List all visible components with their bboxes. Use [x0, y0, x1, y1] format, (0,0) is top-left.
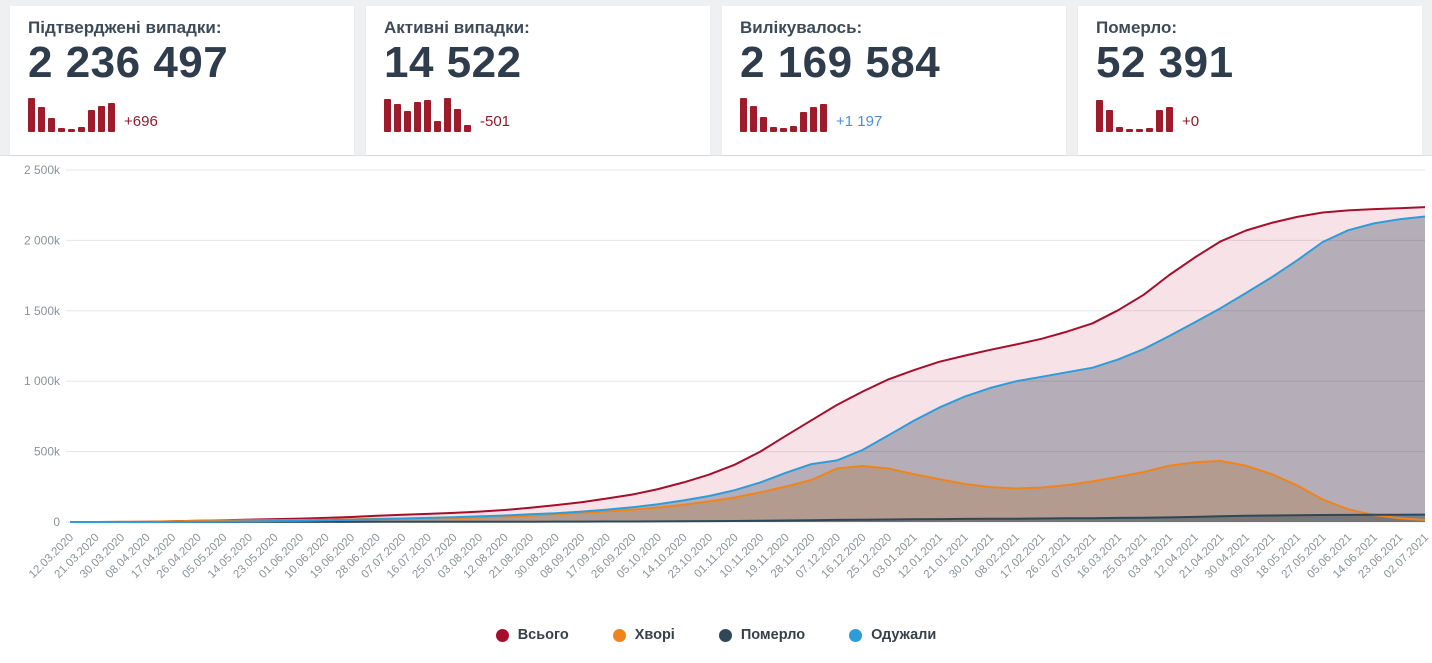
deaths-delta: +0	[1182, 113, 1200, 131]
deaths-label: Померло:	[1096, 18, 1177, 37]
deaths-sparkline-row: +0	[1096, 94, 1404, 133]
confirmed-sparkline-row: +696	[28, 94, 336, 133]
recovered-delta: +1 197	[836, 113, 883, 131]
active-delta: -501	[480, 113, 511, 131]
chart-legend: Всього Хворі Померло Одужали	[0, 608, 1432, 652]
recovered-value: 2 169 584	[740, 38, 941, 87]
recovered-sparkline-row: +1 197	[740, 94, 1048, 133]
active-legend-label: Хворі	[634, 627, 675, 643]
recovered-mini-bar-chart	[740, 96, 827, 133]
total-legend-label: Всього	[517, 627, 569, 643]
cases-time-series-chart[interactable]: 0 500k 1 000k 1 500k 2 000k 2 500k 12.03.2020 2…	[0, 156, 1432, 608]
svg-text:500k: 500k	[34, 445, 61, 459]
confirmed-mini-bar-chart	[28, 96, 115, 133]
stats-row: Підтверджені випадки: 2 236 497 +696 Акт…	[0, 0, 1432, 156]
svg-text:2 500k: 2 500k	[24, 163, 61, 177]
deaths-legend-label: Померло	[740, 627, 806, 643]
legend-item-recovered[interactable]: Одужали	[849, 627, 936, 643]
legend-item-deaths[interactable]: Померло	[718, 627, 806, 643]
active-sparkline-row: -501	[384, 94, 692, 133]
recovered-legend-dot	[849, 628, 863, 642]
legend-item-active[interactable]: Хворі	[612, 627, 675, 643]
deaths-value: 52 391	[1096, 38, 1234, 87]
stat-card-recovered: Вилікувалось: 2 169 584 +1 197	[722, 6, 1066, 155]
stat-card-confirmed: Підтверджені випадки: 2 236 497 +696	[10, 6, 354, 155]
recovered-legend-label: Одужали	[871, 627, 937, 643]
legend-item-total[interactable]: Всього	[495, 627, 569, 643]
active-legend-dot	[612, 628, 626, 642]
svg-text:0: 0	[53, 515, 60, 529]
stat-card-active: Активні випадки: 14 522 -501	[366, 6, 710, 155]
svg-text:1 000k: 1 000k	[24, 374, 61, 388]
deaths-mini-bar-chart	[1096, 96, 1173, 133]
active-value: 14 522	[384, 38, 522, 87]
svg-text:2 000k: 2 000k	[24, 233, 61, 247]
confirmed-label: Підтверджені випадки:	[28, 18, 222, 37]
active-label: Активні випадки:	[384, 18, 530, 37]
confirmed-delta: +696	[124, 113, 158, 131]
stat-card-deaths: Померло: 52 391 +0	[1078, 6, 1422, 155]
svg-text:1 500k: 1 500k	[24, 304, 61, 318]
active-mini-bar-chart	[384, 96, 471, 133]
recovered-label: Вилікувалось:	[740, 18, 863, 37]
deaths-legend-dot	[718, 628, 732, 642]
confirmed-value: 2 236 497	[28, 38, 229, 87]
total-legend-dot	[495, 628, 509, 642]
